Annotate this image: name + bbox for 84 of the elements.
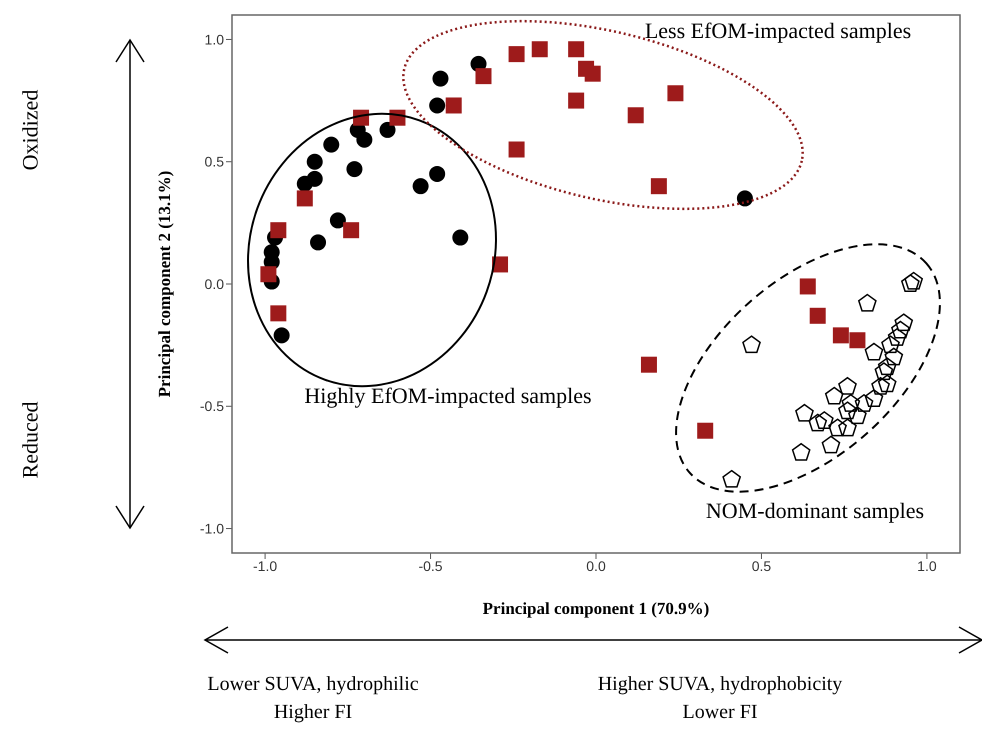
y-axis-title: Principal component 2 (13.1%) [155,170,174,398]
point [697,422,714,439]
point [274,327,290,344]
point [864,389,884,407]
point [871,376,890,395]
point [650,178,667,194]
point [810,308,826,324]
point [881,335,900,354]
point [432,70,448,87]
point [828,418,847,436]
annotation: Highly EfOM-impacted samples [304,383,592,408]
point [838,401,857,420]
point [429,166,446,182]
point [446,97,462,114]
point [792,442,810,461]
point [568,92,584,109]
x-axis-title: Principal component 1 (70.9%) [482,599,710,618]
y-tick-label: 0.5 [204,154,224,170]
point [260,266,276,282]
point [508,142,525,158]
text: Higher SUVA, hydrophobicity Lower FI [598,673,842,723]
point [878,357,897,376]
point [270,305,286,322]
point [884,348,904,366]
annotation: NOM-dominant samples [706,498,924,523]
point [904,272,923,290]
point [667,85,684,102]
x-tick-label: 1.0 [917,558,937,574]
x-tick-label: -1.0 [253,558,278,574]
point [848,406,867,424]
point [356,132,372,148]
point [894,313,914,332]
point [628,107,644,124]
x-tick-label: -0.5 [418,558,443,574]
x-tick-label: 0.0 [586,558,606,574]
y-tick-label: -0.5 [200,398,224,414]
point [532,41,548,58]
point [795,404,814,422]
point [838,418,857,436]
point [736,190,753,206]
point [815,411,834,429]
point [858,294,877,312]
point [380,122,396,138]
point [412,178,429,194]
text: Reduced [18,402,42,478]
point [800,278,816,294]
point [429,97,446,114]
point [452,230,468,246]
point [891,320,910,338]
point [346,161,362,178]
point [722,470,741,488]
text: Oxidized [18,90,42,170]
y-tick-label: 0.0 [204,276,224,292]
y-tick-label: 1.0 [204,31,224,48]
point [475,68,492,84]
annotation: Less EfOM-impacted samples [644,18,912,43]
point [822,436,840,454]
point [888,328,906,346]
point [864,342,884,361]
point [310,234,326,250]
point [640,356,657,373]
point [849,332,866,348]
point [841,394,860,412]
point [343,222,360,238]
point [808,414,828,432]
point [296,190,313,206]
point [874,362,894,380]
point [854,394,874,412]
point [296,176,313,192]
point [878,374,897,392]
point [306,154,323,170]
point [901,274,920,292]
y-tick-label: -1.0 [200,520,224,537]
point [323,136,340,153]
text: Lower SUVA, hydrophilic Higher FI [207,673,419,723]
point [270,222,286,238]
point [508,46,525,62]
point [568,41,584,58]
x-tick-label: 0.5 [752,558,772,574]
point [742,335,761,354]
point [832,327,849,344]
point [330,212,346,228]
point [824,386,844,405]
point [838,376,857,395]
